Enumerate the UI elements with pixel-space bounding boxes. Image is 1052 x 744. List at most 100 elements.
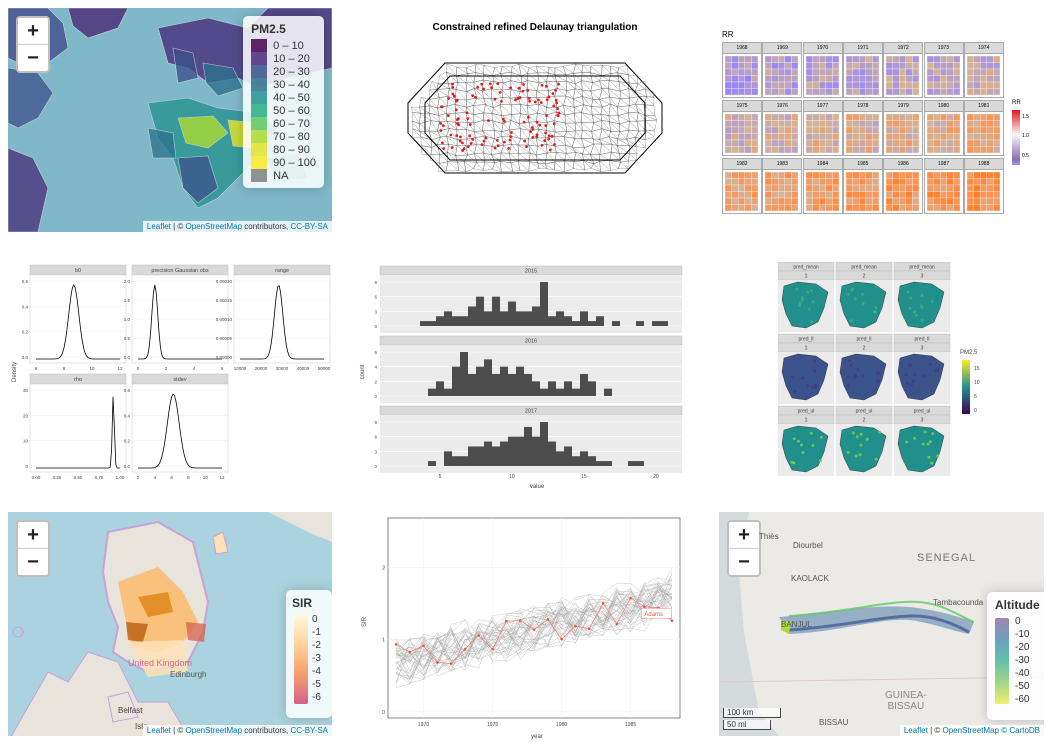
histogram-bar: [492, 296, 500, 326]
spain-shape: [897, 425, 945, 473]
place-isle: Isle: [135, 722, 148, 731]
legend-swatch: [251, 156, 268, 169]
obs-point: [531, 127, 535, 131]
rr-mini-map: [805, 171, 839, 212]
y-tick: 0.00015: [216, 298, 233, 303]
histogram-bar: [444, 388, 452, 396]
rr-facet-label: 1987: [924, 159, 963, 170]
osm-link[interactable]: OpenStreetMap: [942, 726, 999, 735]
rr-mini-map: [886, 113, 920, 154]
facet-col-label: 3: [921, 274, 924, 280]
rr-facet: 1981: [963, 100, 1004, 156]
x-tick: 10: [509, 474, 515, 480]
x-tick: 10000: [234, 366, 247, 371]
spain-legend: PM2.5 15 10 5 0: [960, 350, 980, 414]
license-link[interactable]: CC-BY-SA: [290, 726, 329, 735]
zoom-out-button[interactable]: −: [729, 548, 759, 575]
histogram-bar: [516, 436, 524, 466]
pm25-map-panel[interactable]: + − PM2.5 0 – 10 10 – 20 20 – 30 30 – 40 40 …: [8, 8, 332, 232]
rr-facet: 1976: [762, 100, 803, 156]
facet-label: 2016: [525, 339, 537, 345]
obs-point: [557, 111, 561, 115]
highlight-point: [629, 596, 632, 600]
obs-point: [449, 133, 453, 137]
x-tick: 6: [221, 366, 224, 371]
facet-label: 2015: [525, 269, 537, 275]
facet-col-label: 2: [863, 418, 866, 424]
place-banjul: BANJUL: [781, 620, 812, 629]
x-tick: 20: [653, 474, 659, 480]
histogram-bar: [436, 316, 444, 326]
facet-col-label: 1: [805, 346, 808, 352]
y-tick: 2: [382, 565, 385, 571]
zoom-out-button[interactable]: −: [18, 44, 48, 71]
rr-mini-map: [966, 55, 1000, 96]
altitude-map-panel[interactable]: + − Thiès Diourbel SENEGAL KAOLACK Tamba…: [719, 512, 1044, 736]
zoom-in-button[interactable]: +: [738, 524, 750, 546]
obs-point: [468, 123, 472, 126]
x-axis-label: year: [531, 734, 543, 740]
obs-point: [529, 130, 532, 134]
obs-point: [439, 129, 443, 132]
sir-map-panel[interactable]: + − United Kingdom Edinburgh Belfast Isl…: [8, 512, 332, 736]
histogram-bar: [444, 311, 452, 326]
leaflet-link[interactable]: Leaflet: [146, 222, 171, 231]
obs-point: [537, 98, 540, 102]
spain-facet: pred_ll 1: [778, 333, 835, 404]
highlight-point: [394, 642, 398, 646]
obs-point: [531, 136, 535, 139]
leaflet-link[interactable]: Leaflet: [146, 726, 171, 735]
obs-point: [528, 99, 532, 103]
rr-legend-title: RR: [1012, 100, 1021, 106]
obs-point: [488, 82, 492, 86]
histogram-bar: [420, 321, 428, 326]
x-tick: 12: [117, 366, 123, 371]
obs-point: [509, 135, 513, 139]
obs-point: [490, 86, 493, 90]
facet-col-label: 1: [805, 418, 808, 424]
highlight-point: [601, 601, 605, 605]
obs-point: [465, 111, 469, 115]
zoom-in-button[interactable]: +: [27, 524, 39, 546]
osm-link[interactable]: OpenStreetMap: [185, 726, 243, 735]
rr-facet: 1975: [722, 100, 762, 156]
guinea-label: GUINEA-: [885, 690, 927, 701]
attribution-contrib: contributors,: [242, 726, 291, 735]
osm-link[interactable]: OpenStreetMap: [185, 222, 243, 231]
altitude-legend-tick: -20: [1015, 642, 1030, 653]
obs-point: [459, 135, 462, 139]
sir-legend-title: SIR: [292, 596, 313, 610]
rr-mini-map: [724, 113, 759, 154]
leaflet-link[interactable]: Leaflet: [903, 726, 928, 735]
facet-col-label: 2: [863, 274, 866, 280]
posterior-facet: rho 30 20 10 0 0.00 0.25 0.50 0.75 1.00: [23, 373, 127, 480]
cartodb-link[interactable]: © CartoDB: [998, 726, 1040, 735]
legend-tick: 10: [974, 380, 980, 386]
histogram-bar: [628, 461, 636, 466]
rr-facet-label: 1968: [723, 43, 761, 54]
obs-point: [484, 136, 488, 140]
y-tick: 0.6: [22, 279, 29, 284]
legend-tick: 0: [974, 408, 977, 414]
histogram-bar: [588, 321, 596, 326]
zoom-in-button[interactable]: +: [27, 20, 39, 42]
obs-point: [543, 139, 547, 143]
highlight-label: Adams: [644, 612, 663, 618]
spain-facet: pred_ll 2: [835, 333, 893, 404]
place-bissau-city: BISSAU: [819, 718, 849, 727]
obs-point: [544, 131, 548, 135]
posterior-panel: Density b0 0.6 0.4 0.2 0.0 6 8 10 12 precision Gau…: [8, 262, 338, 484]
place-belfast: Belfast: [118, 706, 143, 715]
license-link[interactable]: CC-BY-SA: [290, 222, 329, 231]
legend-swatch: [251, 78, 268, 91]
legend-tick: 5: [974, 394, 977, 400]
highlight-point: [546, 618, 550, 621]
zoom-out-button[interactable]: −: [18, 548, 48, 575]
facet-row-label: pred_ll: [856, 337, 871, 343]
histogram-bar: [532, 306, 540, 326]
sir-legend-gradient: [294, 614, 308, 704]
x-tick: 1985: [625, 722, 636, 728]
obs-point: [460, 141, 464, 145]
grey-series: [395, 568, 673, 688]
